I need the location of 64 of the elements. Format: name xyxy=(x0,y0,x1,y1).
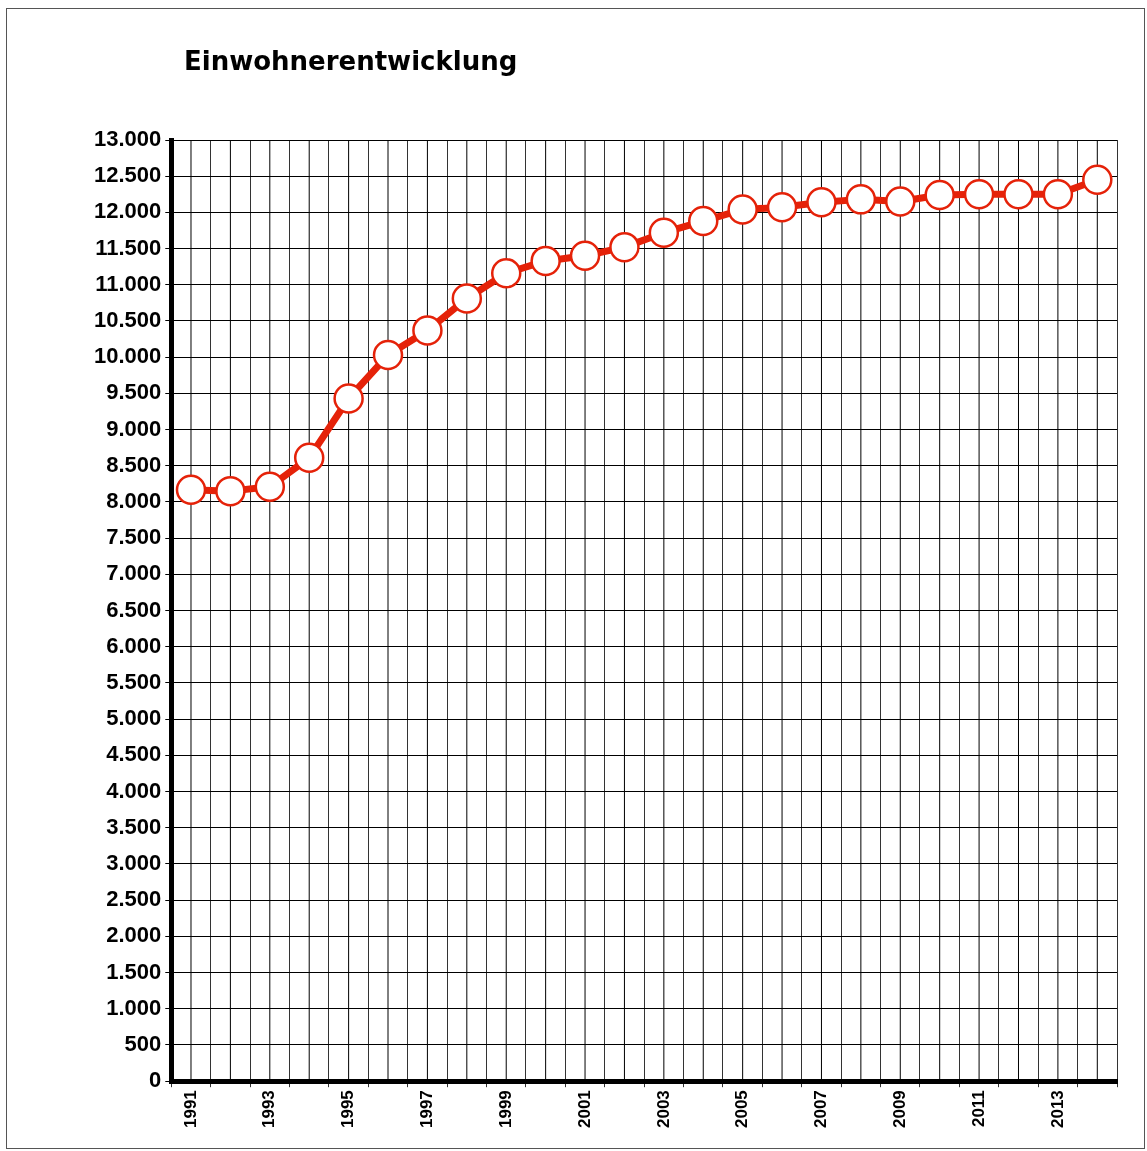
point xyxy=(412,315,443,346)
y-tick-label: 12.500 xyxy=(93,162,162,188)
y-tick-label: 12.000 xyxy=(93,198,162,224)
y-tick-label: 8.000 xyxy=(106,488,162,514)
point xyxy=(727,194,758,225)
point xyxy=(806,187,837,218)
x-tick-label: 2003 xyxy=(653,1090,673,1129)
x-tick-label: 2013 xyxy=(1047,1090,1067,1129)
y-tick-label: 0 xyxy=(149,1067,162,1093)
point xyxy=(963,179,995,210)
point xyxy=(1003,179,1034,210)
y-tick-label: 3.500 xyxy=(106,813,162,839)
y-tick-label: 2.000 xyxy=(106,922,162,948)
y-tick-label: 11.000 xyxy=(95,270,162,296)
point xyxy=(254,471,286,503)
x-tick-label: 1993 xyxy=(259,1090,279,1129)
point xyxy=(885,186,916,217)
point xyxy=(530,245,561,277)
y-tick-label: 4.500 xyxy=(106,741,162,767)
point xyxy=(569,240,601,272)
chart-title: Einwohnerentwicklung xyxy=(184,46,518,76)
y-tick-label: 13.000 xyxy=(93,126,162,152)
x-tick-label: 1995 xyxy=(338,1090,358,1129)
point xyxy=(688,205,719,237)
point xyxy=(1042,179,1074,210)
y-tick-label: 500 xyxy=(124,1031,162,1057)
x-tick-label: 1991 xyxy=(180,1090,200,1129)
x-tick-label: 1997 xyxy=(417,1090,437,1129)
y-tick-label: 9.500 xyxy=(106,379,162,405)
point xyxy=(372,339,404,371)
x-tick-label: 2001 xyxy=(574,1090,594,1129)
point xyxy=(293,442,325,474)
y-tick-label: 8.500 xyxy=(106,451,162,477)
point xyxy=(648,217,680,248)
point xyxy=(215,475,246,507)
y-tick-label: 7.000 xyxy=(106,560,162,586)
point xyxy=(924,179,955,211)
point xyxy=(451,283,483,314)
point xyxy=(333,383,364,414)
point xyxy=(1082,164,1113,196)
y-tick-label: 5.500 xyxy=(106,669,162,695)
point xyxy=(490,257,522,289)
x-tick-label: 1999 xyxy=(495,1090,515,1129)
y-tick-label: 6.000 xyxy=(106,632,162,658)
point xyxy=(766,192,798,223)
point xyxy=(845,184,877,215)
x-tick-label: 2005 xyxy=(732,1090,752,1129)
y-tick-label: 3.000 xyxy=(106,850,162,876)
y-tick-label: 6.500 xyxy=(106,596,162,622)
point xyxy=(609,231,640,263)
x-tick-label: 2007 xyxy=(811,1090,831,1129)
y-tick-label: 10.500 xyxy=(93,307,162,333)
y-tick-label: 1.000 xyxy=(106,994,162,1020)
y-tick-label: 5.000 xyxy=(106,705,162,731)
x-tick-label: 2009 xyxy=(889,1090,909,1129)
y-tick-label: 7.500 xyxy=(106,524,162,550)
y-tick-label: 4.000 xyxy=(106,777,162,803)
x-tick-label: 2011 xyxy=(968,1090,988,1128)
y-tick-label: 2.500 xyxy=(106,886,162,912)
y-tick-label: 9.000 xyxy=(106,415,162,441)
y-tick-label: 10.000 xyxy=(93,343,162,369)
point xyxy=(175,474,207,505)
y-tick-label: 11.500 xyxy=(95,234,162,260)
y-tick-label: 1.500 xyxy=(106,958,162,984)
